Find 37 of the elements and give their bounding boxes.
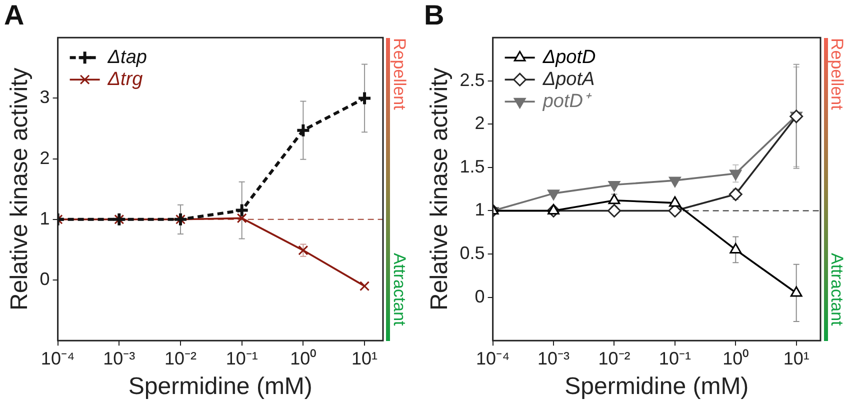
legend-label: ΔpotA <box>542 68 595 90</box>
y-axis-title: Relative kinase activity <box>426 68 454 310</box>
y-tick-label: 1.5 <box>460 156 485 176</box>
text: Attractant <box>828 252 846 326</box>
legend-label: Δtrg <box>106 68 144 90</box>
chart-title: B <box>424 0 444 31</box>
x-tick-label: 10⁻¹ <box>658 348 691 368</box>
x-tick-label: 10⁻² <box>164 348 197 368</box>
x-tick-label: 10⁻³ <box>103 348 136 368</box>
y-tick-label: 0.5 <box>460 242 485 263</box>
y-tick-label: 0 <box>40 268 50 289</box>
legend-label: potD⁺ <box>542 90 592 112</box>
y-tick-label: 0 <box>474 286 485 306</box>
x-tick-label: 10⁻¹ <box>226 348 258 368</box>
x-axis-title: Spermidine (mM) <box>128 373 312 400</box>
text: Repellent <box>390 38 409 110</box>
chart-title: A <box>4 0 24 31</box>
y-tick-label: 1 <box>474 200 485 220</box>
x-tick-label: 10⁻³ <box>538 348 570 368</box>
x-tick-label: 10¹ <box>352 348 378 368</box>
y-tick-label: 3 <box>40 87 50 108</box>
x-tick-label: 10⁰ <box>722 348 749 368</box>
legend-label: Δtap <box>106 46 147 68</box>
legend-label: ΔpotD <box>542 46 596 68</box>
x-tick-label: 10⁰ <box>290 348 316 368</box>
x-tick-label: 10¹ <box>783 348 810 368</box>
x-axis-title: Spermidine (mM) <box>564 373 749 400</box>
y-tick-label: 2 <box>474 113 485 134</box>
y-axis-title: Relative kinase activity <box>6 68 34 310</box>
text: Repellent <box>828 38 846 110</box>
y-tick-label: 2 <box>40 148 50 168</box>
x-tick-label: 10⁻⁴ <box>476 348 510 368</box>
x-tick-label: 10⁻⁴ <box>40 348 75 368</box>
y-tick-label: 2.5 <box>460 70 485 90</box>
text: Attractant <box>390 252 409 326</box>
y-tick-label: 1 <box>40 208 50 228</box>
x-tick-label: 10⁻² <box>598 348 630 368</box>
